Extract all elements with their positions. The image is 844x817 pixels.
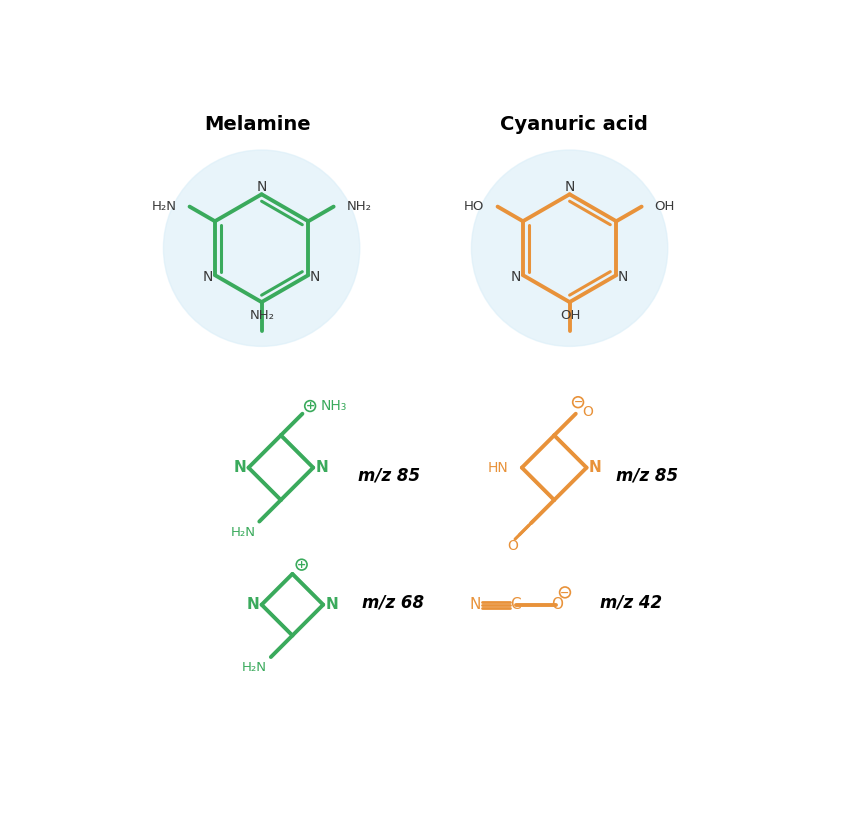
Text: N: N xyxy=(234,460,246,475)
Text: N: N xyxy=(316,460,328,475)
Text: HN: HN xyxy=(487,461,508,475)
Text: N: N xyxy=(618,270,629,284)
Ellipse shape xyxy=(164,150,360,346)
Text: N: N xyxy=(325,597,338,612)
Text: OH: OH xyxy=(655,200,675,213)
Text: Melamine: Melamine xyxy=(204,115,311,135)
Text: N: N xyxy=(511,270,522,284)
Text: m/z 68: m/z 68 xyxy=(362,593,424,611)
Text: N: N xyxy=(310,270,321,284)
Text: O: O xyxy=(551,597,563,612)
Text: NH₂: NH₂ xyxy=(347,200,371,213)
Text: H₂N: H₂N xyxy=(152,200,176,213)
Text: m/z 85: m/z 85 xyxy=(616,467,678,484)
Text: m/z 42: m/z 42 xyxy=(600,593,663,611)
Text: N: N xyxy=(246,597,259,612)
Text: Cyanuric acid: Cyanuric acid xyxy=(500,115,647,135)
Text: HO: HO xyxy=(464,200,484,213)
Text: N: N xyxy=(257,180,267,194)
Text: N: N xyxy=(470,597,481,612)
Text: N: N xyxy=(203,270,214,284)
Text: +: + xyxy=(297,560,306,569)
Text: +: + xyxy=(306,401,315,411)
Text: m/z 85: m/z 85 xyxy=(358,467,420,484)
Ellipse shape xyxy=(472,150,668,346)
Text: NH₂: NH₂ xyxy=(250,309,275,322)
Text: O: O xyxy=(582,405,592,419)
Text: O: O xyxy=(507,539,518,553)
Text: H₂N: H₂N xyxy=(242,661,267,674)
Text: N: N xyxy=(588,460,602,475)
Text: OH: OH xyxy=(560,309,581,322)
Text: −: − xyxy=(560,587,570,597)
Text: −: − xyxy=(573,397,582,407)
Text: NH₃: NH₃ xyxy=(321,399,347,413)
Text: N: N xyxy=(565,180,575,194)
Text: H₂N: H₂N xyxy=(230,526,256,539)
Text: C: C xyxy=(511,597,521,612)
